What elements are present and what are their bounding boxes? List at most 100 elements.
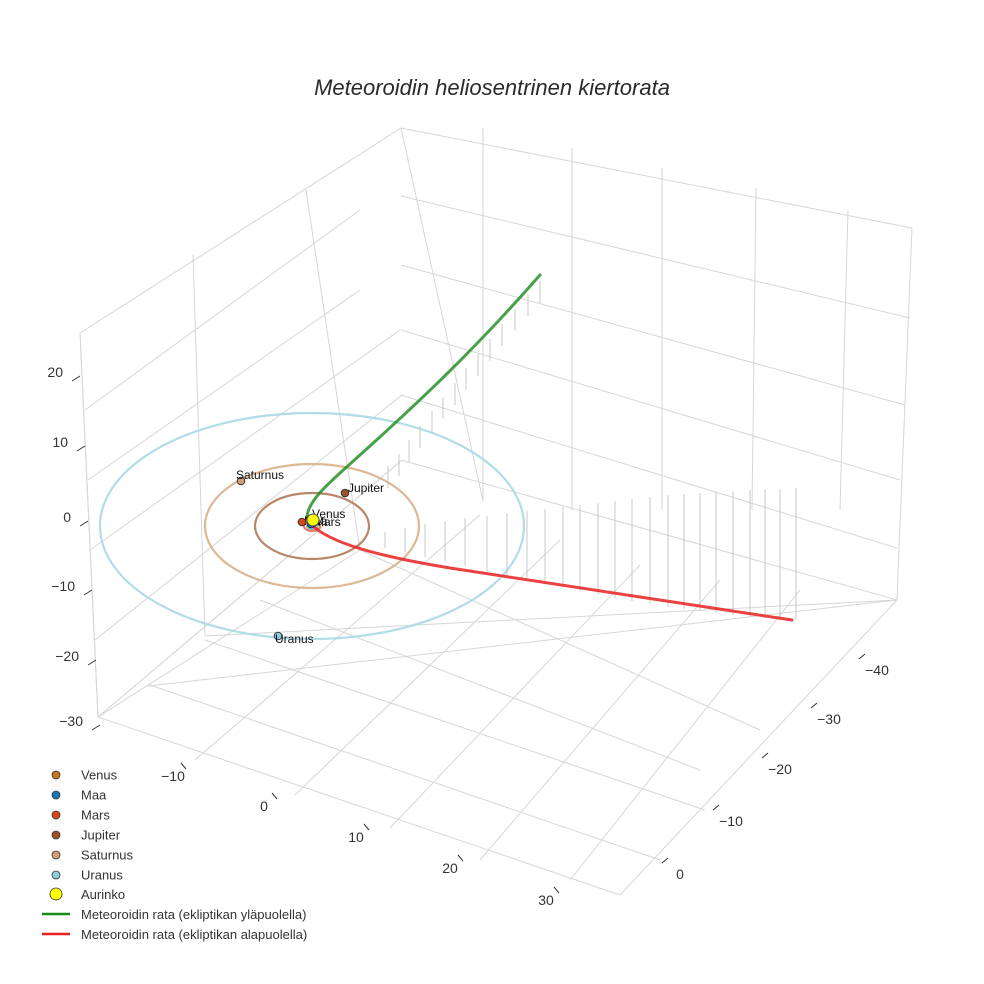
grid-line	[147, 599, 898, 687]
legend-label-jupiter: Jupiter	[81, 828, 121, 843]
y-tick-label: 0	[676, 866, 684, 882]
x-tick-mark	[553, 886, 560, 894]
grid-line	[400, 329, 901, 481]
planet-marker-jupiter	[340, 488, 350, 498]
orbit-uranus	[98, 411, 526, 641]
planet-marker-uranus	[273, 631, 283, 641]
planet-marker-mars	[297, 517, 307, 527]
orbit-jupiter	[253, 491, 371, 561]
legend-label-venus: Venus	[81, 768, 118, 783]
x-tick-mark	[457, 854, 464, 862]
z-tick-mark	[91, 724, 101, 731]
x-tick-label: 20	[442, 860, 458, 876]
y-tick-label: −10	[719, 813, 743, 829]
x-tick-mark	[271, 792, 278, 800]
grid-line	[149, 684, 661, 861]
legend-label-above: Meteoroidin rata (ekliptikan yläpuolella…	[81, 907, 306, 922]
planet-label-venus: Venus	[312, 507, 345, 521]
orbit-saturnus	[203, 462, 421, 590]
trajectory-below	[305, 517, 794, 622]
legend-label-mars: Mars	[81, 808, 110, 823]
z-tick-label: −30	[59, 713, 83, 729]
grid-line	[204, 639, 706, 811]
trajectory-above	[305, 273, 542, 519]
y-tick-mark	[712, 804, 720, 811]
meteoroid-trajectory	[305, 273, 794, 622]
grid-line	[89, 329, 401, 551]
legend-marker-venus	[51, 770, 61, 780]
grid-line	[84, 209, 361, 411]
grid-line	[479, 579, 721, 861]
legend-marker-mars	[51, 810, 61, 820]
grid-line	[619, 599, 898, 896]
grid-line	[97, 549, 361, 718]
planet-label-saturnus: Saturnus	[236, 468, 284, 482]
x-tick-label: 10	[348, 829, 364, 845]
x-tick-mark	[363, 823, 370, 831]
y-tick-label: −20	[768, 761, 792, 777]
legend-marker-jupiter	[51, 830, 61, 840]
legend-label-saturnus: Saturnus	[81, 848, 134, 863]
grid-line	[839, 209, 849, 511]
legend-marker-aurinko	[49, 887, 63, 901]
z-tick-mark	[83, 589, 93, 596]
grid-line	[896, 227, 913, 601]
z-tick-mark	[79, 520, 89, 527]
grid-line	[79, 332, 99, 718]
grid-line	[751, 187, 757, 511]
x-tick-label: 0	[260, 798, 268, 814]
grid-line	[97, 459, 403, 718]
axis-ticks: 20 10 0 −10 −20 −30 −10 0 10 20 30 −40 −30 −20 −10 0	[47, 364, 889, 908]
grid-line	[400, 195, 911, 319]
z-tick-label: 0	[63, 509, 71, 525]
legend-marker-uranus	[51, 870, 61, 880]
grid-line	[400, 127, 913, 229]
grid-line	[569, 589, 801, 881]
grid-line	[389, 564, 641, 829]
grid-line	[305, 189, 361, 551]
grid-line	[400, 127, 484, 502]
z-tick-label: 10	[52, 434, 68, 450]
y-tick-label: −30	[817, 711, 841, 727]
grid-line	[87, 289, 361, 481]
projection-drop-lines	[384, 281, 797, 620]
z-tick-label: 20	[47, 364, 63, 380]
grid-line	[94, 394, 403, 641]
legend-marker-maa	[51, 790, 61, 800]
grid-line	[97, 716, 621, 896]
y-tick-mark	[761, 752, 769, 759]
legend-label-maa: Maa	[81, 788, 107, 803]
grid-line	[359, 549, 761, 731]
z-tick-mark	[76, 445, 86, 452]
grid-line	[400, 264, 906, 406]
grid-line	[204, 599, 898, 637]
x-tick-label: 30	[538, 892, 554, 908]
grid-line	[400, 394, 898, 549]
legend-label-uranus: Uranus	[81, 868, 123, 883]
grid-line	[400, 459, 898, 601]
chart-title: Meteoroidin heliosentrinen kiertorata	[314, 75, 670, 100]
z-tick-mark	[71, 375, 81, 382]
z-tick-label: −20	[55, 648, 79, 664]
z-tick-mark	[87, 659, 97, 666]
axis-grid	[79, 127, 913, 896]
legend-marker-saturnus	[51, 850, 61, 860]
sun-marker	[306, 513, 320, 527]
legend: Venus Maa Mars Jupiter Saturnus Uranus Aurinko…	[42, 768, 307, 942]
legend-label-aurinko: Aurinko	[81, 887, 125, 902]
legend-label-below: Meteoroidin rata (ekliptikan alapuolella…	[81, 927, 307, 942]
planet-marker-saturnus	[236, 476, 246, 486]
grid-line	[294, 539, 561, 796]
y-tick-label: −40	[865, 662, 889, 678]
x-tick-mark	[180, 762, 187, 770]
x-tick-label: −10	[161, 768, 185, 784]
planet-label-jupiter: Jupiter	[348, 481, 384, 495]
grid-line	[79, 127, 402, 334]
y-tick-mark	[858, 653, 866, 660]
grid-line	[259, 599, 701, 771]
y-tick-mark	[810, 702, 818, 709]
planet-label-mars: Mars	[314, 515, 341, 529]
planet-label-uranus: Uranus	[275, 632, 314, 646]
